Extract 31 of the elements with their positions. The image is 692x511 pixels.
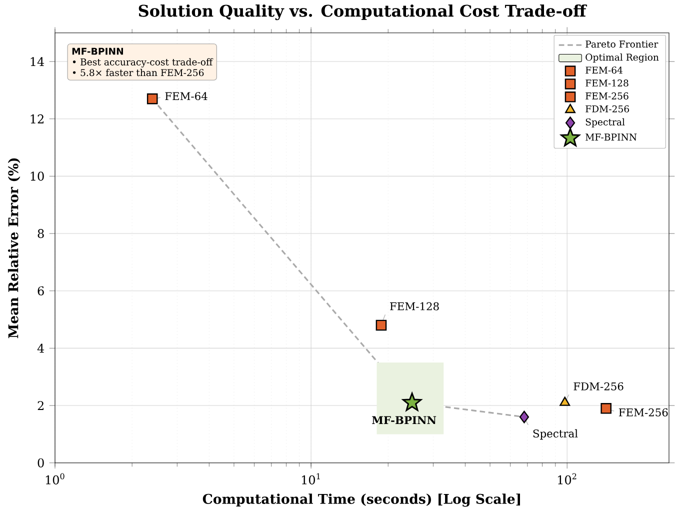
x-axis-title: Computational Time (seconds) [Log Scale] [202,494,520,507]
chart-title: Solution Quality vs. Computational Cost Trade-off [138,4,588,20]
y-tick-label: 0 [38,458,44,468]
x-tick-label: 10$^{1}$ [302,473,320,484]
y-tick-label: 10 [30,172,44,181]
annotation: Spectral [533,429,578,440]
y-tick-label: 4 [37,344,44,353]
annotation: MF-BPINN [72,48,123,55]
x-tick-label: 10$^{2}$ [558,473,576,484]
annotation: FDM-256 [574,382,624,390]
legend-label: Pareto Frontier [586,40,658,48]
x-tick-label: 10$^{0}$ [46,473,64,484]
legend-label: FEM-64 [586,66,623,74]
legend-label: MF-BPINN [586,134,637,140]
legend-label: FDM-256 [586,105,630,112]
annotation: FEM-64 [165,92,208,100]
legend-label: FEM-256 [586,92,628,100]
annotation: • 5.8× faster than FEM-256 [72,68,204,76]
y-tick-label: 14 [30,56,44,66]
annotation: MF-BPINN [372,416,436,424]
y-tick-label: 6 [38,286,44,296]
y-axis-title: Mean Relative Error (%) [8,158,20,338]
annotation: FEM-128 [390,302,439,310]
legend-label: Spectral [586,118,625,128]
annotation: • Best accuracy-cost trade-off [72,58,214,68]
legend-label: Optimal Region [586,53,659,63]
y-tick-label: 2 [38,400,44,410]
y-tick-label: 8 [38,228,44,238]
annotation: FEM-256 [618,408,668,416]
y-tick-label: 12 [30,114,44,124]
legend-label: FEM-128 [586,79,628,86]
